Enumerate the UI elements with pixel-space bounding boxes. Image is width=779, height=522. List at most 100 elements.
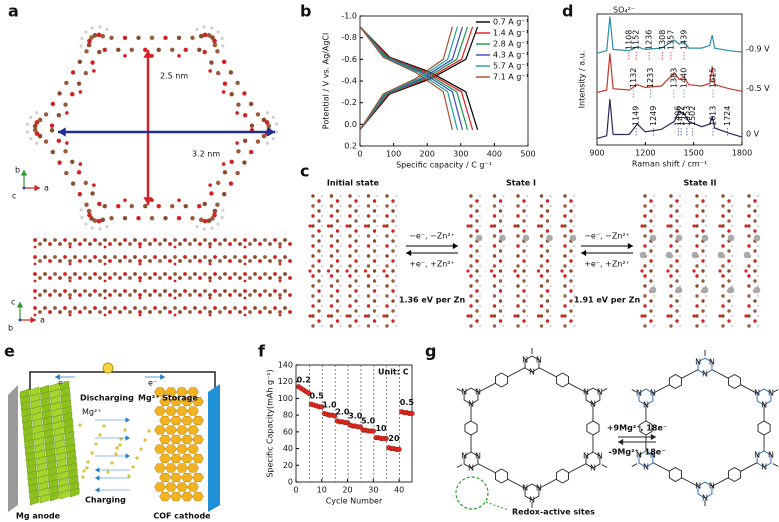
atom [213, 306, 217, 310]
peak-label: 1249 [649, 106, 658, 126]
cathode-hex [154, 444, 166, 454]
atom [372, 229, 377, 233]
atom [183, 203, 188, 209]
atom [545, 229, 550, 233]
atom [522, 309, 526, 313]
atom [549, 284, 552, 288]
atom [228, 242, 232, 246]
atom [48, 310, 52, 314]
atom [317, 209, 321, 213]
atom [678, 194, 682, 198]
atom [649, 229, 653, 233]
atom [108, 293, 112, 297]
atom [385, 324, 389, 328]
ring [586, 420, 600, 436]
atom [348, 284, 352, 288]
atom [569, 229, 573, 233]
atom [502, 284, 505, 288]
y-tick-label: 80 [283, 411, 293, 420]
atom [202, 25, 206, 29]
anode-block [62, 412, 73, 422]
atom [475, 249, 479, 253]
ring [524, 483, 540, 501]
atom [163, 238, 167, 242]
atom [96, 32, 102, 38]
anode-block [35, 443, 45, 453]
atom [669, 314, 673, 318]
atom [753, 299, 757, 303]
atom [560, 314, 564, 318]
atom [108, 276, 112, 280]
atom [730, 294, 734, 298]
atom [569, 319, 573, 323]
reaction-label: +9Mg²⁺, 18e⁻ [607, 424, 667, 433]
atom [149, 35, 155, 41]
atom [317, 319, 321, 323]
atom [675, 199, 679, 203]
atom [756, 274, 760, 278]
atom [665, 251, 673, 259]
atom [545, 289, 550, 293]
atom [335, 249, 340, 253]
atom [208, 69, 212, 73]
atom [113, 238, 117, 242]
rate-label: 0.5 [310, 391, 325, 400]
atom [718, 269, 722, 273]
atom [563, 274, 567, 278]
atom [469, 214, 473, 218]
atom [753, 259, 757, 263]
atom [366, 314, 371, 318]
peak-label: 1453 [682, 106, 691, 126]
atom [652, 304, 656, 308]
atom [229, 159, 234, 165]
atom [730, 204, 734, 208]
atom [329, 214, 334, 218]
atom [372, 309, 377, 313]
atom [29, 137, 33, 141]
atom [727, 269, 731, 273]
atom [210, 216, 215, 221]
anode-block [48, 472, 58, 483]
y-tick-label: 140 [278, 361, 293, 370]
series-line [596, 16, 743, 54]
atom [163, 35, 168, 41]
atom-label: N [768, 451, 774, 460]
x-tick-label: 100 [386, 150, 401, 159]
anode-block [27, 464, 37, 474]
atom [563, 314, 567, 318]
atom [492, 294, 497, 298]
atom [747, 274, 751, 278]
atom [278, 296, 282, 300]
atom [92, 183, 96, 187]
atom [78, 259, 82, 263]
atom [278, 245, 282, 249]
atom [499, 234, 506, 242]
atom [678, 294, 682, 298]
anode-block [52, 414, 63, 424]
atom [348, 234, 352, 238]
axis-glyph: a [44, 184, 49, 193]
atom [243, 279, 247, 283]
atom [317, 299, 321, 303]
atom [136, 35, 141, 41]
cathode-hex [154, 482, 166, 492]
series-label: -0.5 V [746, 84, 770, 93]
atom [311, 254, 315, 258]
atom [385, 224, 389, 228]
ring [638, 388, 654, 406]
atom [83, 238, 87, 242]
anode-block [39, 384, 50, 395]
atom [93, 238, 97, 242]
atom [747, 304, 751, 308]
ring [464, 420, 478, 436]
y-tick-label: 100 [278, 394, 293, 403]
atom [278, 293, 282, 297]
atom [326, 224, 331, 228]
atom [83, 70, 89, 76]
atom [666, 314, 670, 318]
atom [83, 180, 89, 186]
cathode-hex [170, 491, 182, 502]
atom [123, 306, 127, 310]
atom [372, 259, 377, 263]
y-tick-label: 0.2 [344, 142, 357, 151]
